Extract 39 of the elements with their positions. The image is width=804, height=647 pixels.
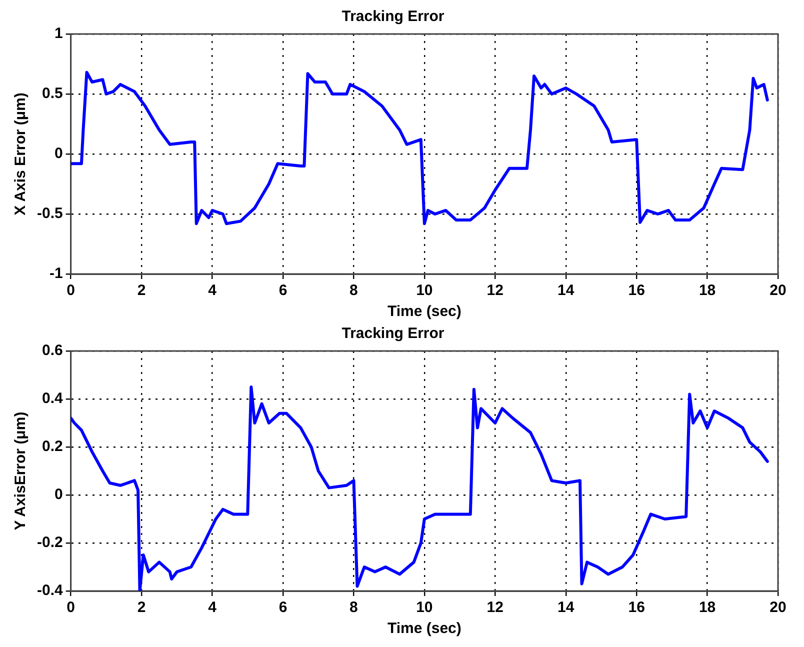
y-tick-label: -1 (50, 265, 63, 282)
y-axis-title: X Axis Error (μm) (12, 92, 30, 216)
x-axis-title: Time (sec) (387, 620, 462, 638)
y-tick-label: 0 (54, 145, 63, 162)
y-tick-label: -0.2 (36, 534, 63, 552)
x-axis-title: Time (sec) (387, 303, 462, 320)
x-tick-label: 18 (698, 282, 716, 300)
x-tick-label: 2 (137, 599, 146, 616)
x-tick-label: 0 (66, 599, 76, 616)
x-tick-label: 12 (486, 599, 504, 616)
x-tick-label: 0 (66, 282, 76, 300)
x-tick-label: 18 (698, 599, 716, 616)
x-tick-label: 12 (486, 282, 504, 300)
x-tick-label: 16 (628, 282, 645, 300)
y-axis-title: Y AxisError (μm) (12, 412, 30, 530)
y-tick-label: 0 (54, 486, 63, 504)
x-tick-label: 6 (278, 599, 288, 616)
chart-title: Tracking Error (342, 325, 444, 342)
x-tick-label: 20 (770, 282, 786, 300)
y-tick-label: -0.4 (36, 582, 64, 600)
x-tick-label: 16 (628, 599, 645, 616)
x-tick-label: 2 (137, 282, 146, 300)
x-tick-label: 10 (416, 282, 433, 300)
x-tick-label: 8 (350, 599, 358, 616)
x-tick-label: 6 (278, 282, 288, 300)
x-tick-label: 4 (208, 282, 218, 300)
x-tick-label: 14 (558, 599, 575, 616)
y-tick-label: 0.5 (42, 85, 63, 102)
y-tick-label: 0.4 (42, 390, 64, 408)
chart-title: Tracking Error (342, 8, 444, 26)
x-tick-label: 4 (208, 599, 218, 616)
y-tick-label: 0.6 (42, 342, 63, 360)
x-tick-label: 10 (416, 599, 433, 616)
y-tick-label: 1 (54, 25, 63, 42)
x-tick-label: 20 (770, 599, 786, 616)
x-tick-label: 8 (350, 282, 358, 300)
y-tick-label: -0.5 (36, 205, 63, 222)
y-tick-label: 0.2 (42, 438, 63, 456)
x-tick-label: 14 (558, 282, 575, 300)
